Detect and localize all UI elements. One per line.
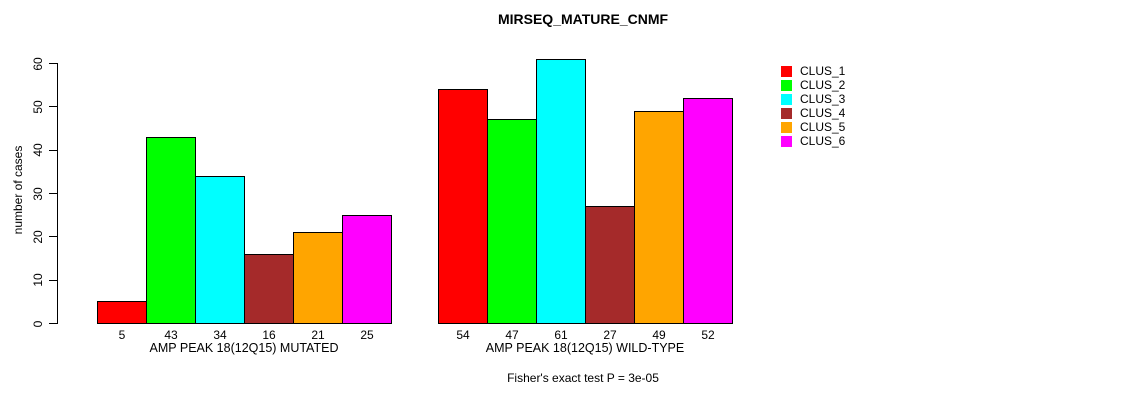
y-axis-tick-label: 30	[31, 186, 45, 201]
legend-item-clus_5: CLUS_5	[781, 120, 845, 134]
legend-swatch-clus_5	[781, 121, 792, 133]
bar-value-label: 25	[360, 328, 374, 342]
y-axis-tick-label: 10	[31, 273, 45, 287]
y-axis-tick-label: 50	[31, 100, 45, 114]
bar-clus_4-wild-type	[585, 206, 635, 324]
bar-value-label: 52	[701, 328, 715, 342]
y-axis-tick	[49, 63, 57, 64]
legend-item-clus_6: CLUS_6	[781, 134, 845, 148]
y-axis-tick-label: 20	[31, 230, 45, 244]
bar-clus_1-wild-type	[438, 89, 488, 324]
bar-clus_3-mutated	[195, 176, 245, 324]
bar-value-label: 5	[118, 328, 126, 342]
bar-value-label: 49	[652, 328, 666, 342]
legend-swatch-clus_6	[781, 135, 792, 147]
y-axis-tick-label: 40	[31, 143, 45, 157]
y-axis-tick	[49, 106, 57, 108]
bar-clus_2-wild-type	[487, 119, 537, 324]
legend-item-clus_2: CLUS_2	[781, 78, 845, 92]
y-axis-tick	[49, 323, 57, 324]
fisher-test-annotation: Fisher's exact test P = 3e-05	[507, 371, 659, 385]
bar-clus_2-mutated	[146, 137, 196, 324]
y-axis-tick	[49, 149, 57, 151]
bar-clus_5-wild-type	[634, 111, 684, 324]
bar-value-label: 16	[262, 328, 276, 342]
bar-clus_6-mutated	[342, 215, 392, 324]
y-axis-tick-label: 60	[31, 56, 45, 71]
group-label-wild-type: AMP PEAK 18(12Q15) WILD-TYPE	[485, 341, 685, 355]
legend-item-clus_4: CLUS_4	[781, 106, 845, 120]
bar-value-label: 21	[311, 328, 325, 342]
legend-item-clus_1: CLUS_1	[781, 64, 845, 78]
legend-label-clus_2: CLUS_2	[800, 78, 846, 92]
bar-value-label: 43	[164, 328, 178, 342]
chart-title: MIRSEQ_MATURE_CNMF	[497, 11, 669, 27]
legend-label-clus_3: CLUS_3	[800, 92, 846, 106]
bar-value-label: 54	[456, 328, 470, 342]
y-axis-tick	[49, 236, 57, 238]
legend-label-clus_1: CLUS_1	[800, 64, 846, 78]
y-axis-tick	[49, 193, 57, 194]
y-axis-title: number of cases	[11, 145, 25, 235]
bar-clus_3-wild-type	[536, 59, 586, 324]
legend-swatch-clus_1	[781, 65, 792, 77]
bar-clus_4-mutated	[244, 254, 294, 324]
legend: CLUS_1 CLUS_2 CLUS_3 CLUS_4 CLUS_5 CLUS_6	[781, 64, 845, 148]
bar-clus_6-wild-type	[683, 98, 733, 324]
legend-label-clus_5: CLUS_5	[800, 120, 846, 134]
legend-swatch-clus_2	[781, 79, 792, 91]
bar-value-label: 61	[554, 328, 568, 342]
group-label-mutated: AMP PEAK 18(12Q15) MUTATED	[149, 341, 339, 355]
bar-value-label: 47	[505, 328, 519, 342]
bar-clus_1-mutated	[97, 301, 147, 324]
legend-swatch-clus_4	[781, 107, 792, 119]
legend-swatch-clus_3	[781, 93, 792, 105]
y-axis-tick	[49, 279, 57, 281]
bar-value-label: 34	[213, 328, 227, 342]
legend-item-clus_3: CLUS_3	[781, 92, 845, 106]
legend-label-clus_4: CLUS_4	[800, 106, 846, 120]
legend-label-clus_6: CLUS_6	[800, 134, 846, 148]
y-axis-tick-label: 0	[31, 320, 45, 327]
bar-clus_5-mutated	[293, 232, 343, 324]
bar-value-label: 27	[603, 328, 617, 342]
y-axis-line	[57, 63, 58, 324]
